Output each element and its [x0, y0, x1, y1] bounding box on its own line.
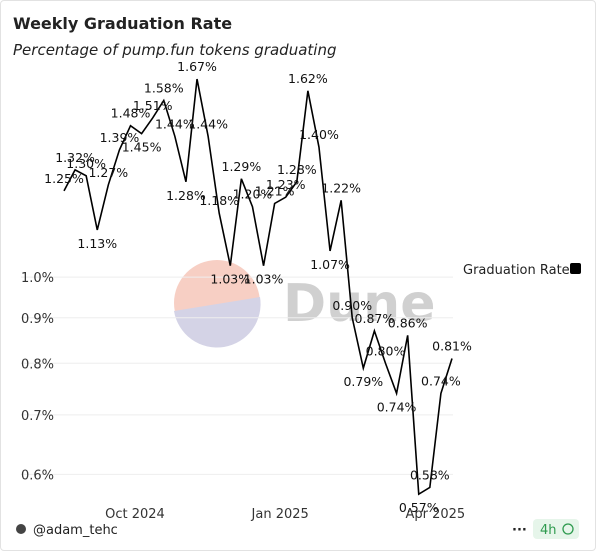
- data-label: 1.45%: [122, 140, 162, 155]
- line: [63, 78, 453, 496]
- data-label: 0.79%: [343, 374, 383, 389]
- data-label: 1.51%: [133, 98, 173, 113]
- data-label: 1.03%: [210, 272, 250, 287]
- y-tick-label: 0.7%: [21, 409, 54, 424]
- chart-subtitle: Percentage of pump.fun tokens graduating: [13, 41, 336, 59]
- data-label: 0.81%: [432, 338, 472, 353]
- data-label: 1.48%: [111, 106, 151, 121]
- x-tick-label: Oct 2024: [105, 507, 165, 522]
- avatar: [16, 524, 26, 534]
- refresh-icon: [562, 523, 574, 535]
- legend-swatch: [570, 263, 581, 274]
- watermark: Dune: [283, 274, 435, 334]
- data-label: 0.74%: [421, 373, 461, 388]
- data-label: 1.30%: [66, 156, 106, 171]
- data-label: 1.07%: [310, 257, 350, 272]
- data-label: 1.22%: [321, 180, 361, 195]
- author[interactable]: @adam_tehc: [33, 523, 118, 538]
- y-tick-label: 1.0%: [21, 271, 54, 286]
- y-tick-label: 0.6%: [21, 468, 54, 483]
- data-label: 1.23%: [266, 177, 306, 192]
- data-label: 1.13%: [77, 236, 117, 251]
- data-label: 1.28%: [277, 162, 317, 177]
- data-label: 1.29%: [222, 159, 262, 174]
- legend: Graduation Rate: [463, 263, 570, 278]
- data-label: 0.74%: [377, 399, 417, 414]
- data-label: 0.58%: [410, 467, 450, 482]
- logo: [174, 297, 261, 348]
- x-tick-label: Apr 2025: [406, 507, 466, 522]
- chart-title: Weekly Graduation Rate: [13, 14, 232, 33]
- data-label: 1.20%: [233, 187, 273, 202]
- x-tick-label: Jan 2025: [251, 507, 309, 522]
- data-label: 1.28%: [166, 188, 206, 203]
- data-label: 1.39%: [100, 130, 140, 145]
- data-label: 0.57%: [399, 500, 439, 515]
- data-label: 1.21%: [255, 183, 295, 198]
- data-label: 1.03%: [244, 272, 284, 287]
- y-tick-label: 0.8%: [21, 357, 54, 372]
- legend-label: Graduation Rate: [463, 263, 570, 278]
- data-label: 1.40%: [299, 127, 339, 142]
- data-label: 1.18%: [199, 193, 239, 208]
- data-label: 1.62%: [288, 71, 328, 86]
- menu[interactable]: ···: [512, 523, 527, 538]
- data-label: 0.86%: [388, 315, 428, 330]
- data-label: 0.87%: [355, 311, 395, 326]
- data-label: 0.80%: [366, 343, 406, 358]
- data-label: 1.67%: [177, 59, 217, 74]
- data-label: 1.27%: [88, 165, 128, 180]
- data-label: 1.44%: [188, 116, 228, 131]
- data-label: 1.58%: [144, 80, 184, 95]
- data-label: 1.25%: [44, 171, 84, 186]
- y-tick-label: 0.9%: [21, 312, 54, 327]
- refresh-time: 4h: [540, 523, 557, 538]
- data-label: 1.44%: [155, 116, 195, 131]
- data-label: 0.90%: [332, 298, 372, 313]
- data-label: 1.32%: [55, 150, 95, 165]
